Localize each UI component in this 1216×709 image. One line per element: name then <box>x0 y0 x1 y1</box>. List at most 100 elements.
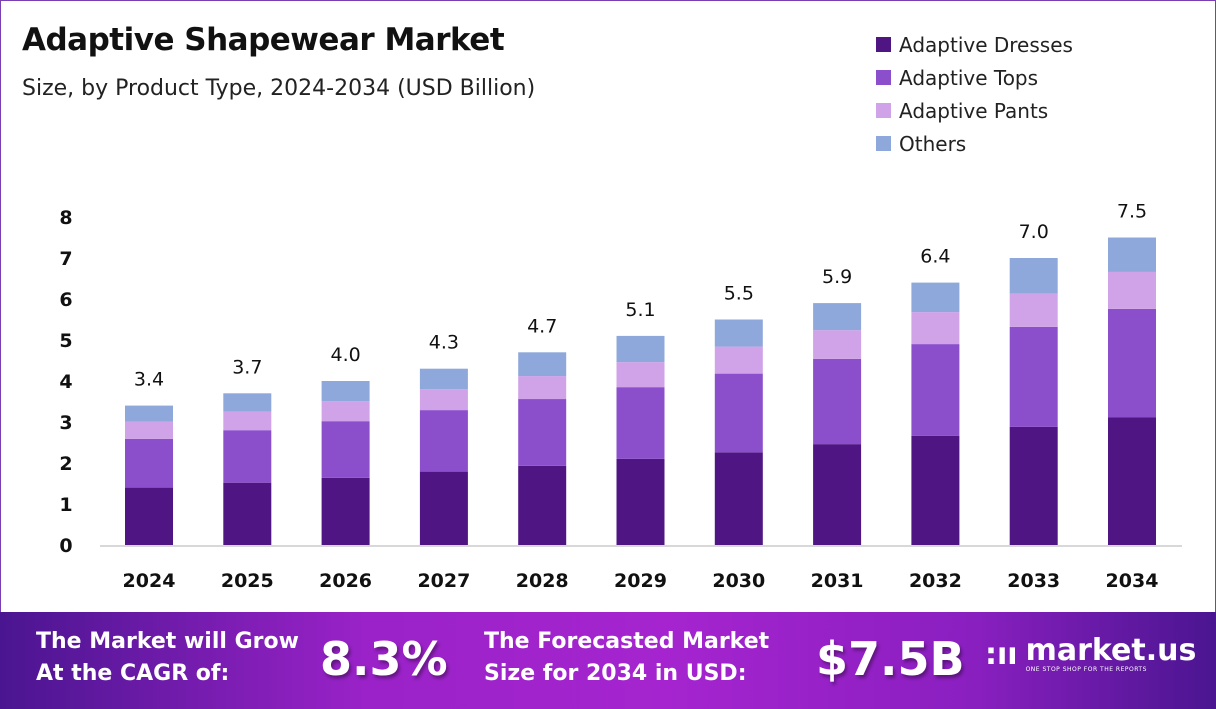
cagr-value: 8.3% <box>320 632 448 686</box>
bar-segment <box>419 389 468 411</box>
forecast-label: The Forecasted Market Size for 2034 in U… <box>484 626 769 690</box>
x-tick-label: 2024 <box>123 570 176 592</box>
total-label: 4.7 <box>527 315 557 337</box>
bar-segment <box>616 387 665 459</box>
bar-segment <box>813 444 862 545</box>
total-label: 3.7 <box>232 356 262 378</box>
x-tick-label: 2027 <box>417 570 470 592</box>
bar-segment <box>616 362 665 388</box>
legend-item: Others <box>876 127 1073 160</box>
y-tick-label: 0 <box>59 535 72 557</box>
bar-segment <box>911 312 960 345</box>
bar-segment <box>321 401 370 422</box>
bar-segment <box>419 368 468 390</box>
x-tick-label: 2028 <box>516 570 569 592</box>
legend-label: Adaptive Dresses <box>899 32 1073 57</box>
y-tick-label: 8 <box>59 207 72 229</box>
footer-banner: The Market will Grow At the CAGR of: 8.3… <box>0 612 1216 709</box>
total-label: 4.0 <box>330 344 360 366</box>
bar-segment <box>518 465 567 545</box>
bar-segment <box>813 303 862 331</box>
forecast-label-line2: Size for 2034 in USD: <box>484 661 747 686</box>
y-tick-label: 2 <box>59 453 72 475</box>
chart-title: Adaptive Shapewear Market <box>22 22 505 58</box>
bar-segment <box>518 399 567 466</box>
y-tick-label: 4 <box>59 371 72 393</box>
total-label: 7.0 <box>1019 221 1049 243</box>
cagr-label-line1: The Market will Grow <box>36 629 299 654</box>
bar-segment <box>1009 258 1058 294</box>
forecast-label-line1: The Forecasted Market <box>484 629 770 654</box>
bar-segment <box>1108 308 1156 418</box>
legend-label: Adaptive Pants <box>899 98 1049 123</box>
bar-segment <box>813 330 862 359</box>
bar-segment <box>911 282 960 313</box>
bar-segment <box>125 487 173 545</box>
bar-segment <box>125 438 173 488</box>
bar-segment <box>714 452 763 545</box>
bar-segment <box>419 471 468 545</box>
cagr-label-line2: At the CAGR of: <box>36 661 230 686</box>
y-tick-label: 6 <box>59 289 72 311</box>
bar-segment <box>616 458 665 545</box>
bar-segment <box>1108 417 1156 545</box>
x-tick-label: 2025 <box>221 570 274 592</box>
bar-segment <box>125 405 173 422</box>
chart-subtitle: Size, by Product Type, 2024-2034 (USD Bi… <box>22 76 536 101</box>
bar-segment <box>419 410 468 472</box>
y-tick-label: 5 <box>59 330 72 352</box>
bar-segment <box>321 477 370 545</box>
bar-segment <box>714 319 763 347</box>
x-tick-label: 2032 <box>909 570 962 592</box>
logo-name: market.us <box>1025 633 1197 668</box>
legend-item: Adaptive Pants <box>876 94 1073 127</box>
logo-tagline: ONE STOP SHOP FOR THE REPORTS <box>1025 666 1147 673</box>
cagr-label: The Market will Grow At the CAGR of: <box>36 626 299 690</box>
bar-segment <box>223 393 272 412</box>
market-us-logo: :ıı market.us ONE STOP SHOP FOR THE REPO… <box>985 633 1197 674</box>
legend-label: Adaptive Tops <box>899 65 1039 90</box>
bar-segment <box>125 421 173 439</box>
legend-swatch <box>876 37 891 52</box>
bar-segment <box>1108 271 1156 309</box>
bar-segment <box>1009 326 1058 427</box>
bar-segment <box>616 335 665 363</box>
total-label: 5.9 <box>822 266 852 288</box>
bar-segment <box>813 358 862 445</box>
forecast-value: $7.5B <box>816 632 965 686</box>
bar-segment <box>714 373 763 453</box>
legend: Adaptive Dresses Adaptive Tops Adaptive Pa… <box>876 28 1073 160</box>
x-tick-label: 2029 <box>614 570 667 592</box>
bar-segment <box>1009 293 1058 327</box>
total-label: 6.4 <box>920 246 950 268</box>
legend-item: Adaptive Dresses <box>876 28 1073 61</box>
total-label: 7.5 <box>1117 201 1147 223</box>
bar-segment <box>223 411 272 431</box>
bar-segment <box>714 346 763 374</box>
y-tick-label: 3 <box>59 412 72 434</box>
x-tick-label: 2030 <box>712 570 765 592</box>
bar-segment <box>518 352 567 377</box>
bar-segment <box>223 482 272 545</box>
total-label: 3.4 <box>134 369 164 391</box>
legend-swatch <box>876 103 891 118</box>
legend-swatch <box>876 70 891 85</box>
bar-segment <box>911 435 960 545</box>
bar-segment <box>321 421 370 478</box>
x-tick-label: 2033 <box>1007 570 1060 592</box>
bar-segment <box>911 344 960 436</box>
x-tick-label: 2026 <box>319 570 372 592</box>
legend-swatch <box>876 136 891 151</box>
x-tick-label: 2031 <box>811 570 864 592</box>
bar-segment <box>321 381 370 402</box>
bar-segment <box>518 376 567 400</box>
y-tick-label: 7 <box>59 248 72 270</box>
total-label: 5.5 <box>724 283 754 305</box>
bar-segment <box>223 430 272 483</box>
bar-segment <box>1108 237 1156 272</box>
total-label: 5.1 <box>625 299 655 321</box>
y-tick-label: 1 <box>59 494 72 516</box>
total-label: 4.3 <box>429 332 459 354</box>
legend-item: Adaptive Tops <box>876 61 1073 94</box>
x-tick-label: 2034 <box>1106 570 1159 592</box>
